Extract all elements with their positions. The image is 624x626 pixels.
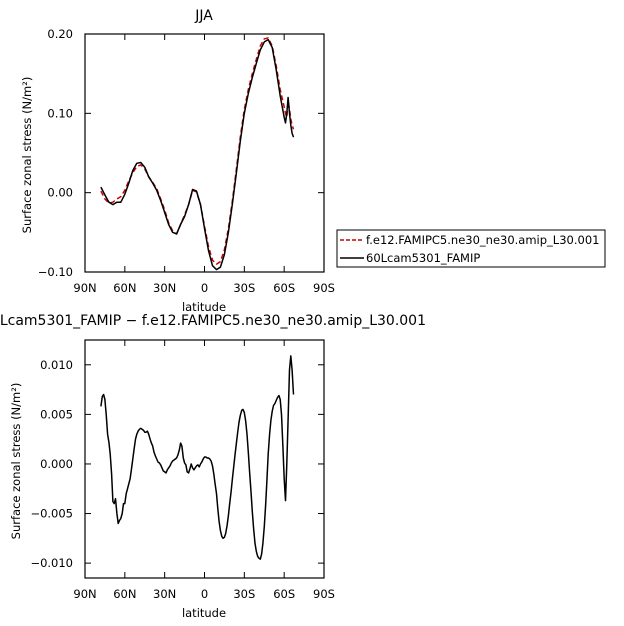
bottom-x-tick-label: 60N <box>113 587 136 601</box>
top-x-tick-label: 90S <box>313 281 335 295</box>
bottom-x-tick-label: 90S <box>313 587 335 601</box>
bottom-y-tick-label: 0.000 <box>40 457 73 471</box>
top-plot-frame <box>84 33 325 273</box>
legend-frame <box>336 229 606 268</box>
bottom-x-tick-label: 90N <box>73 587 96 601</box>
bottom-series-group <box>100 355 295 560</box>
top-y-tick-label: −0.10 <box>38 265 73 279</box>
bottom-y-tick-label: −0.005 <box>30 507 73 521</box>
bottom-y-tick-label: 0.005 <box>40 407 73 421</box>
legend-label-1: f.e12.FAMIPC5.ne30_ne30.amip_L30.001 <box>366 233 599 247</box>
bottom-y-axis-label: Surface zonal stress (N/m²) <box>9 383 23 540</box>
bottom-series-line-0 <box>100 355 295 560</box>
bottom-y-tick-label: −0.010 <box>30 556 73 570</box>
top-axis-ticks: 90N 60N 30N 0 30S 60S 90S −0.10 0.00 0.10 0.20 <box>38 27 335 295</box>
bottom-axis-ticks: 90N 60N 30N 0 30S 60S 90S −0.010 −0.005 0.000 0.00… <box>30 340 335 601</box>
top-y-tick-label: 0.10 <box>47 106 73 120</box>
bottom-x-tick-label: 60S <box>273 587 295 601</box>
top-series-line-0 <box>100 37 295 265</box>
top-x-tick-label: 30S <box>233 281 255 295</box>
top-series-line-1 <box>100 38 295 271</box>
legend: f.e12.FAMIPC5.ne30_ne30.amip_L30.001 60L… <box>336 229 606 268</box>
top-x-tick-label: 90N <box>73 281 96 295</box>
bottom-plot-frame <box>84 339 325 579</box>
bottom-panel: 60Lcam5301_FAMIP − f.e12.FAMIPC5.ne30_ne… <box>0 313 426 620</box>
legend-label-2: 60Lcam5301_FAMIP <box>366 251 480 265</box>
top-panel: JJA Surface zonal stress (N/m²) latitude… <box>20 8 335 314</box>
bottom-x-tick-label: 30S <box>233 587 255 601</box>
bottom-x-tick-label: 0 <box>201 587 208 601</box>
bottom-x-tick-label: 30N <box>153 587 176 601</box>
top-x-tick-label: 60N <box>113 281 136 295</box>
top-x-axis-label: latitude <box>182 300 226 314</box>
top-chart-title: JJA <box>194 8 213 24</box>
top-x-tick-label: 0 <box>201 281 208 295</box>
bottom-y-tick-label: 0.010 <box>40 358 73 372</box>
top-x-tick-label: 30N <box>153 281 176 295</box>
top-y-axis-label: Surface zonal stress (N/m²) <box>20 77 34 234</box>
top-y-tick-label: 0.00 <box>47 186 73 200</box>
bottom-chart-title: 60Lcam5301_FAMIP − f.e12.FAMIPC5.ne30_ne… <box>0 313 426 329</box>
top-y-tick-label: 0.20 <box>47 27 73 41</box>
bottom-x-axis-label: latitude <box>182 606 226 620</box>
top-series-group <box>100 37 295 271</box>
top-x-tick-label: 60S <box>273 281 295 295</box>
